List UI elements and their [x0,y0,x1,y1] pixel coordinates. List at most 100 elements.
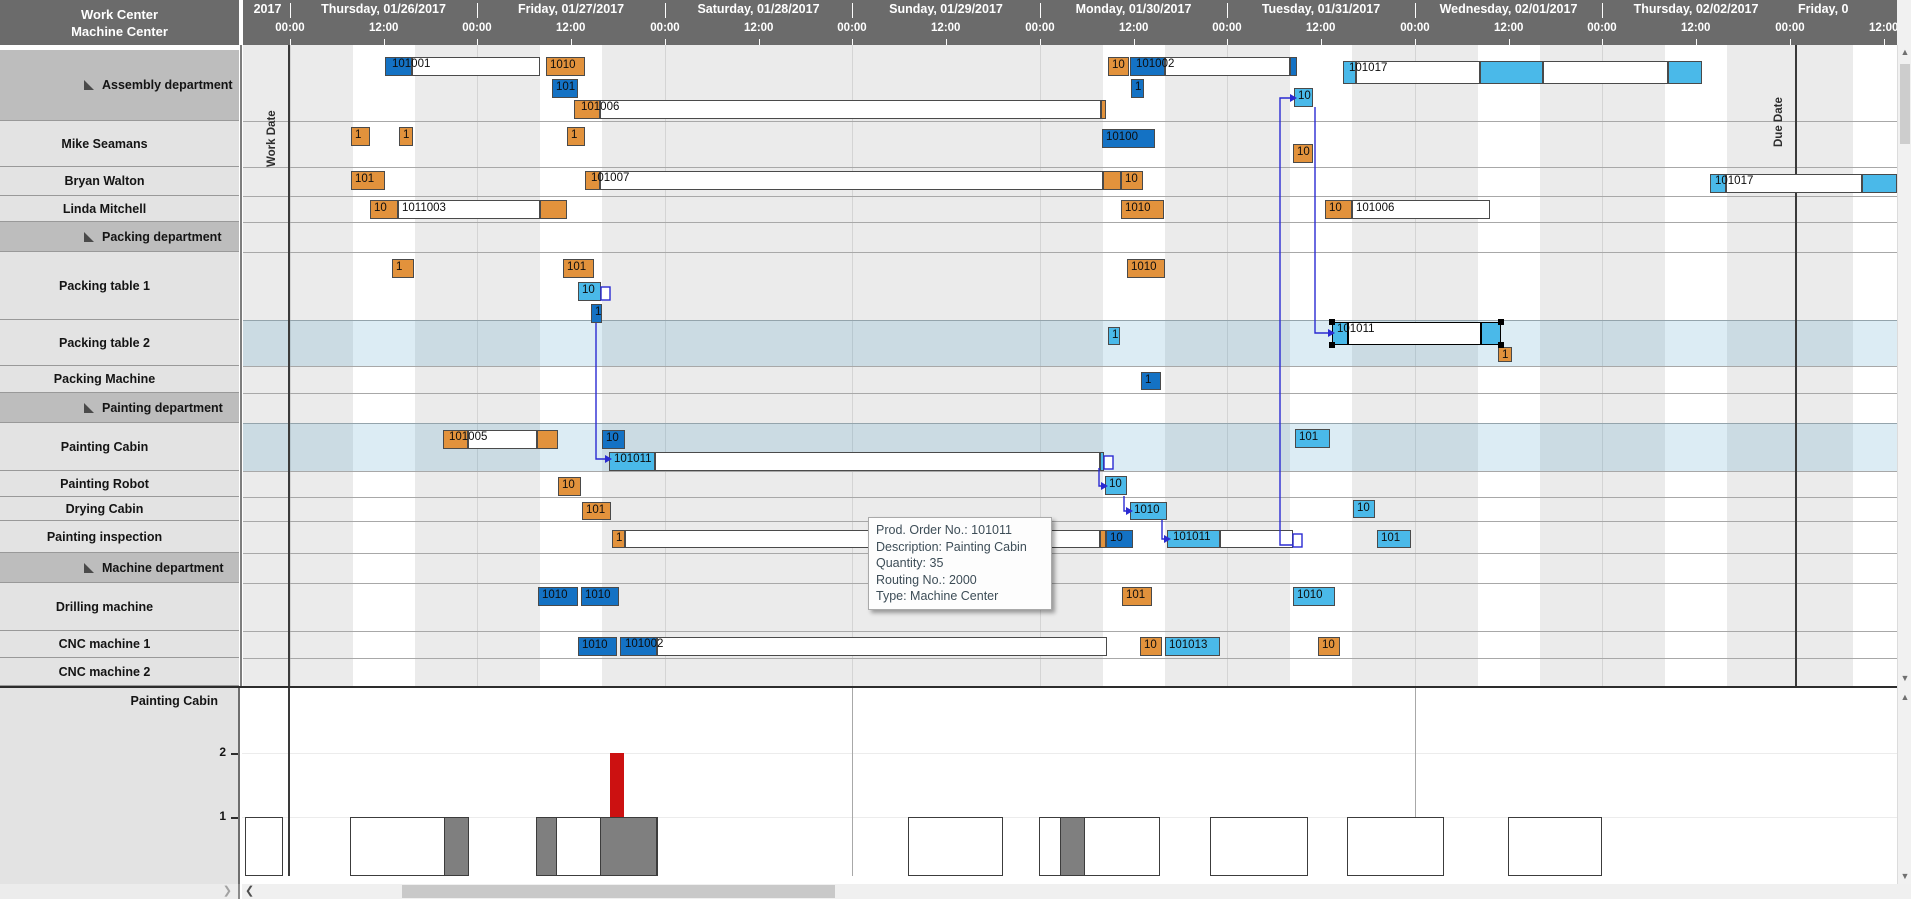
scroll-left-button[interactable]: ❮ [245,885,255,897]
gantt-bar-segment[interactable] [1220,530,1293,548]
scroll-down-button[interactable]: ▼ [1898,671,1911,686]
gantt-bar-segment[interactable]: 1 [591,304,602,323]
sidebar-row-packing-machine[interactable]: Packing Machine [0,366,239,393]
panel-scroll-down-button[interactable]: ▼ [1898,869,1911,884]
gantt-bar-segment[interactable] [1100,452,1104,471]
gantt-bar-segment[interactable] [1290,57,1297,76]
gantt-bar-segment[interactable] [412,57,540,76]
selection-handle[interactable] [1329,319,1335,325]
gantt-bar-segment[interactable] [537,430,558,449]
gantt-bar-segment[interactable]: 10 [1293,144,1313,163]
table-horizontal-scrollbar[interactable]: ❯ [0,884,240,899]
gantt-bar-segment[interactable]: 10 [1353,500,1375,518]
gantt-bar-segment[interactable] [1165,57,1290,76]
gantt-bar-segment[interactable]: 1 [1108,327,1120,345]
gantt-bar-segment[interactable] [1101,100,1106,119]
horizontal-scrollbar[interactable]: ❮ [242,884,1911,899]
sidebar-row-drilling-machine[interactable]: Drilling machine [0,583,239,631]
gantt-bar-segment[interactable] [1668,61,1702,84]
sidebar-row-linda-mitchell[interactable]: Linda Mitchell [0,196,239,222]
sidebar-row-painting-cabin[interactable]: Painting Cabin [0,423,239,471]
gantt-bar-segment[interactable]: 10 [1106,530,1133,548]
table-scroll-right-button[interactable]: ❯ [222,885,232,897]
panel-scroll-up-button[interactable]: ▲ [1898,690,1911,705]
gantt-bar-segment[interactable]: 1010 [1127,259,1165,278]
selection-handle[interactable] [1329,342,1335,348]
gantt-bar-segment[interactable]: 101 [1295,429,1330,448]
sidebar-row-packing-table-2[interactable]: Packing table 2 [0,320,239,366]
gantt-bar-segment[interactable]: 10 [1140,637,1162,656]
gantt-bar-segment[interactable]: 10 [602,430,625,449]
gantt-bar-segment[interactable]: 1 [567,127,585,146]
gantt-bar-segment[interactable]: 101006 [1352,200,1490,219]
gantt-bar-segment[interactable]: 1 [392,259,414,278]
gantt-bar-segment[interactable]: 1 [612,530,625,548]
sidebar-row-mike-seamans[interactable]: Mike Seamans [0,121,239,167]
gantt-bar-segment[interactable]: 101 [582,502,611,520]
gantt-bar-segment[interactable]: 1010 [546,57,585,76]
sidebar-row-packing-department[interactable]: Packing department [0,222,239,252]
gantt-bar-segment[interactable]: 10 [370,200,398,219]
gantt-bar-segment[interactable]: 1010 [538,587,578,606]
gantt-bar-segment[interactable]: 1010 [1293,587,1335,606]
gantt-bar-segment[interactable]: 10100 [1102,129,1155,148]
gantt-bar-segment[interactable] [1130,57,1165,76]
horizontal-scrollbar-thumb[interactable] [402,885,835,898]
gantt-bar-segment[interactable]: 10 [578,282,601,301]
gantt-bar-segment[interactable] [600,171,1103,190]
gantt-bar-segment[interactable]: 10 [1105,476,1127,495]
gantt-bar-segment[interactable] [1100,530,1106,548]
sidebar-row-machine-department[interactable]: Machine department [0,553,239,583]
gantt-bar-segment[interactable]: 1 [1141,372,1161,390]
selection-handle[interactable] [1498,319,1504,325]
gantt-bar-segment[interactable] [585,171,600,190]
gantt-bar-segment[interactable] [620,637,657,656]
gantt-bar-segment[interactable]: 101013 [1165,637,1220,656]
gantt-bar-segment[interactable] [1726,174,1862,193]
gantt-bar-segment[interactable] [1862,174,1897,193]
gantt-bar-segment[interactable] [600,100,1101,119]
sidebar-row-cnc-machine-2[interactable]: CNC machine 2 [0,658,239,686]
vertical-scrollbar[interactable]: ▲ ▼ ▲ ▼ [1897,45,1911,884]
sidebar-row-drying-cabin[interactable]: Drying Cabin [0,497,239,521]
gantt-bar-segment[interactable] [1480,61,1543,84]
gantt-bar-segment[interactable]: 1 [1498,347,1512,362]
gantt-bar-segment[interactable]: 1 [1131,79,1144,98]
gantt-bar-segment[interactable]: 101 [552,79,578,98]
gantt-bar-segment[interactable] [574,100,600,119]
gantt-bar-segment[interactable] [1343,61,1356,84]
selection-handle[interactable] [1498,342,1504,348]
gantt-bar-segment[interactable] [1356,61,1480,84]
gantt-bar-segment[interactable]: 10 [1108,57,1129,76]
sidebar-row-painting-robot[interactable]: Painting Robot [0,471,239,497]
gantt-bar-segment[interactable] [655,452,1100,471]
gantt-bar-segment[interactable] [657,637,1107,656]
gantt-bar-segment[interactable] [443,430,468,449]
scroll-up-button[interactable]: ▲ [1898,45,1911,60]
gantt-bar-segment[interactable]: 101 [1122,587,1152,606]
gantt-bar-segment[interactable] [1543,61,1668,84]
gantt-bar-segment[interactable]: 10 [1121,171,1143,190]
gantt-bar-segment[interactable] [1710,174,1726,193]
gantt-bar-segment[interactable] [1481,322,1501,345]
sidebar-row-cnc-machine-1[interactable]: CNC machine 1 [0,631,239,658]
gantt-bar-segment[interactable]: 10 [1325,200,1352,219]
gantt-bar-segment[interactable]: 1011003 [398,200,540,219]
gantt-bar-segment[interactable] [468,430,537,449]
sidebar-row-painting-department[interactable]: Painting department [0,393,239,423]
gantt-bar-segment[interactable]: 101 [563,259,594,278]
gantt-bar-segment[interactable]: 1 [399,127,413,146]
gantt-bar-segment[interactable]: 1010 [1130,502,1167,520]
gantt-bar-segment[interactable] [385,57,412,76]
vertical-scrollbar-thumb[interactable] [1900,64,1910,144]
gantt-bar-segment[interactable]: 10 [1318,637,1340,656]
gantt-bar-segment[interactable]: 1010 [578,637,617,656]
gantt-bar-segment[interactable]: 10 [558,477,581,496]
gantt-bar-segment[interactable]: 10 [1294,88,1313,107]
gantt-bar-segment[interactable] [540,200,567,219]
sidebar-row-painting-inspection[interactable]: Painting inspection [0,521,239,553]
sidebar-row-bryan-walton[interactable]: Bryan Walton [0,167,239,196]
gantt-bar-segment[interactable]: 1 [351,127,370,146]
gantt-bar-segment[interactable]: 1010 [581,587,619,606]
gantt-bar-segment[interactable] [1348,322,1481,345]
